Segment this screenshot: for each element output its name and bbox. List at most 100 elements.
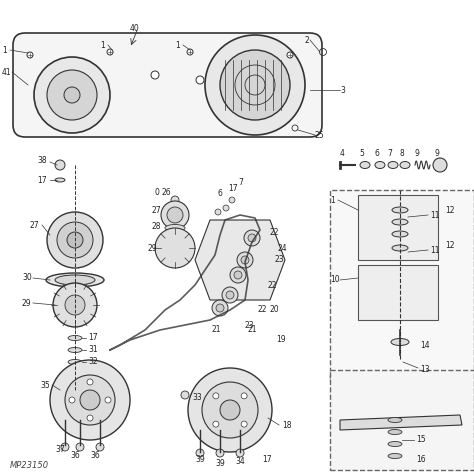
Ellipse shape (391, 338, 409, 346)
Bar (330, 190, 474, 380)
Circle shape (181, 391, 189, 399)
Text: 9: 9 (435, 148, 439, 157)
Circle shape (196, 449, 204, 457)
Ellipse shape (388, 418, 402, 422)
Circle shape (87, 379, 93, 385)
Circle shape (229, 197, 235, 203)
Text: 7: 7 (388, 148, 392, 157)
Text: 38: 38 (37, 155, 46, 164)
Circle shape (65, 375, 115, 425)
Text: 24: 24 (278, 244, 288, 253)
Circle shape (50, 360, 130, 440)
Text: 4: 4 (339, 148, 345, 157)
Text: 29: 29 (148, 244, 158, 253)
Text: 7: 7 (238, 177, 243, 186)
Polygon shape (340, 415, 462, 430)
Circle shape (202, 382, 258, 438)
Text: 27: 27 (152, 206, 162, 215)
Ellipse shape (400, 162, 410, 168)
Circle shape (34, 57, 110, 133)
Text: 1: 1 (100, 40, 105, 49)
Circle shape (223, 205, 229, 211)
Text: 1: 1 (175, 40, 180, 49)
Circle shape (151, 71, 159, 79)
Text: 33: 33 (192, 393, 202, 402)
Circle shape (96, 443, 104, 451)
Circle shape (161, 201, 189, 229)
Text: 1: 1 (330, 195, 335, 204)
Text: 34: 34 (235, 457, 245, 466)
Circle shape (220, 400, 240, 420)
Text: 39: 39 (195, 456, 205, 465)
Ellipse shape (388, 162, 398, 168)
Circle shape (241, 421, 247, 427)
Ellipse shape (388, 429, 402, 435)
Circle shape (188, 368, 272, 452)
Text: 39: 39 (215, 458, 225, 467)
Text: 20: 20 (270, 306, 280, 315)
Ellipse shape (68, 359, 82, 365)
Circle shape (61, 443, 69, 451)
Text: 36: 36 (70, 450, 80, 459)
Text: 37: 37 (55, 446, 65, 455)
Circle shape (67, 232, 83, 248)
Circle shape (27, 52, 33, 58)
Text: 5: 5 (360, 148, 365, 157)
Circle shape (87, 415, 93, 421)
Text: 17: 17 (228, 183, 237, 192)
Text: 19: 19 (276, 336, 286, 345)
Ellipse shape (392, 219, 408, 225)
Text: 25: 25 (315, 130, 325, 139)
Ellipse shape (392, 231, 408, 237)
Circle shape (57, 222, 93, 258)
Text: 23: 23 (245, 320, 255, 329)
Ellipse shape (68, 347, 82, 353)
Ellipse shape (360, 162, 370, 168)
Circle shape (237, 252, 253, 268)
Text: MP23150: MP23150 (10, 461, 49, 470)
Text: 8: 8 (400, 148, 404, 157)
Text: 30: 30 (22, 273, 32, 283)
Text: 17: 17 (88, 334, 98, 343)
Text: 6: 6 (218, 189, 223, 198)
Text: 12: 12 (445, 206, 455, 215)
Circle shape (187, 49, 193, 55)
Circle shape (287, 52, 293, 58)
Ellipse shape (392, 207, 408, 213)
Ellipse shape (55, 275, 95, 285)
Circle shape (171, 196, 179, 204)
Text: 23: 23 (275, 255, 284, 264)
Text: 3: 3 (340, 85, 345, 94)
Text: 17: 17 (262, 456, 272, 465)
Ellipse shape (46, 273, 104, 287)
Circle shape (241, 256, 249, 264)
Text: 12: 12 (445, 240, 455, 249)
Circle shape (80, 390, 100, 410)
Circle shape (47, 212, 103, 268)
Circle shape (55, 160, 65, 170)
Text: 13: 13 (420, 365, 429, 374)
Circle shape (53, 283, 97, 327)
Circle shape (65, 295, 85, 315)
Text: 41: 41 (2, 67, 12, 76)
Text: 36: 36 (90, 450, 100, 459)
Text: 9: 9 (415, 148, 419, 157)
Text: 6: 6 (374, 148, 380, 157)
Circle shape (236, 449, 244, 457)
Text: 0: 0 (155, 188, 160, 197)
Text: 17: 17 (37, 175, 46, 184)
Ellipse shape (68, 336, 82, 340)
Text: 15: 15 (416, 436, 426, 445)
Text: 22: 22 (270, 228, 280, 237)
Circle shape (205, 35, 305, 135)
Circle shape (222, 287, 238, 303)
Circle shape (105, 397, 111, 403)
Circle shape (213, 393, 219, 399)
Circle shape (433, 158, 447, 172)
Circle shape (196, 76, 204, 84)
Text: 14: 14 (420, 340, 429, 349)
Text: 32: 32 (88, 357, 98, 366)
Text: 11: 11 (430, 210, 439, 219)
Circle shape (155, 228, 195, 268)
Ellipse shape (392, 245, 408, 251)
